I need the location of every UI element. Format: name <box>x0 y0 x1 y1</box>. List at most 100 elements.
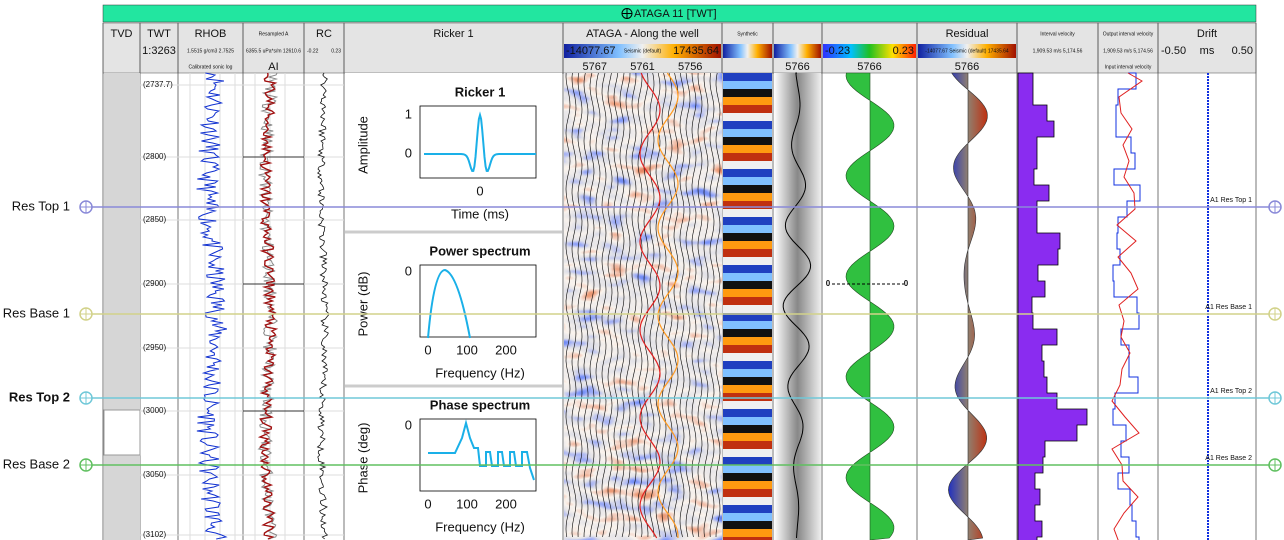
depth-label: (3102) <box>143 530 166 539</box>
plot-frame <box>419 105 537 179</box>
y-tick-label: 0 <box>405 145 412 160</box>
plot-frame <box>419 264 537 338</box>
scale-label: ms <box>1200 45 1215 57</box>
synthetic-band <box>723 233 772 241</box>
sub-label: 5766 <box>955 61 979 73</box>
panel-xlabel: Frequency (Hz) <box>435 365 525 380</box>
seismic-trace <box>583 72 589 538</box>
depth-label: (2900) <box>143 279 166 288</box>
synthetic-band <box>723 537 772 540</box>
scale-label: 1,909.53 m/s 5,174.56 <box>1033 48 1083 54</box>
synthetic-band <box>723 185 772 193</box>
seismic-trace <box>613 72 619 538</box>
synthetic-band <box>723 345 772 353</box>
panel-xlabel: Time (ms) <box>451 206 509 221</box>
synthetic-band <box>723 361 772 369</box>
scale-label: -0.50 <box>1161 45 1186 57</box>
marker-handle <box>79 307 93 321</box>
annotation: 0 <box>826 279 831 288</box>
x-tick-label: 0 <box>476 183 483 198</box>
x-tick-label: 0 <box>424 496 431 511</box>
color-scale <box>823 44 916 58</box>
synthetic-band <box>723 177 772 185</box>
color-scale <box>774 44 821 58</box>
marker-label: Res Top 2 <box>9 389 70 404</box>
synthetic-band <box>723 201 772 209</box>
scale-label: 0.50 <box>1232 45 1253 57</box>
seismic-trace <box>703 72 709 538</box>
panel-ylabel: Phase (deg) <box>355 423 370 494</box>
panel-xlabel: Frequency (Hz) <box>435 519 525 534</box>
column-name: ATAGA - Along the well <box>586 28 699 40</box>
column-name: Resampled A <box>259 31 289 37</box>
depth-label: (2800) <box>143 152 166 161</box>
scale-label: Seismic (default) <box>624 48 662 54</box>
power-curve <box>427 268 471 339</box>
synthetic-band <box>723 113 772 121</box>
marker-label: Res Top 1 <box>12 198 70 213</box>
seismic-trace <box>709 72 715 538</box>
synthetic-band <box>723 89 772 97</box>
column-name: TVD <box>111 28 133 40</box>
synthetic-band <box>723 249 772 257</box>
synthetic-band <box>723 129 772 137</box>
marker-handle <box>79 200 93 214</box>
marker-handle <box>79 458 93 472</box>
column-name: Residual <box>946 28 989 40</box>
scale-label: 1.5515 g/cm3 2.7525 <box>187 48 234 54</box>
panel <box>345 232 562 384</box>
sub-label: Calibrated sonic log <box>189 64 233 70</box>
synthetic-band <box>723 449 772 457</box>
synthetic-band <box>723 121 772 129</box>
column-name: RC <box>316 28 332 40</box>
synthetic-band <box>723 369 772 377</box>
seismic-overlay <box>657 72 679 539</box>
seismic-trace <box>697 72 703 538</box>
marker-tag: A1 Res Base 1 <box>1205 304 1252 311</box>
synthetic-band <box>723 265 772 273</box>
synthetic-band <box>723 281 772 289</box>
synthetic-band <box>723 377 772 385</box>
tvd-gap <box>103 409 141 456</box>
depth-label: (3050) <box>143 470 166 479</box>
synthetic-band <box>723 505 772 513</box>
residual <box>948 72 988 540</box>
synthetic-band <box>723 441 772 449</box>
output-velocity-curve <box>1112 72 1141 540</box>
panel <box>345 73 562 225</box>
x-tick-label: 100 <box>456 496 478 511</box>
seismic-trace <box>715 72 721 538</box>
synthetic-band <box>723 465 772 473</box>
panel-title: Power spectrum <box>429 243 530 258</box>
seismic-trace <box>565 72 571 538</box>
synthetic-band <box>723 481 772 489</box>
scale-label: 6355.5 uPa*s/m 12610.6 <box>246 48 301 54</box>
scale-label: -0.23 <box>825 45 850 57</box>
synthetic-band <box>723 145 772 153</box>
marker-tag: A1 Res Base 2 <box>1205 455 1252 462</box>
marker-tag: A1 Res Top 2 <box>1210 388 1252 395</box>
scale-label: 0.23 <box>893 45 914 57</box>
marker-handle <box>79 391 93 405</box>
synthetic-band <box>723 337 772 345</box>
depth-label: (2950) <box>143 343 166 352</box>
synthetic-band <box>723 225 772 233</box>
column-name: Output interval velocity <box>1103 31 1154 37</box>
synthetic-band <box>723 105 772 113</box>
synthetic-band <box>723 321 772 329</box>
marker-label: Res Base 1 <box>3 305 70 320</box>
tracks: TVD TWT 1:3263 RHOB 1.5515 g/cm3 2.7525 Calib… <box>3 22 1282 540</box>
sub-label: 5761 <box>630 61 654 73</box>
color-scale <box>564 44 721 58</box>
synthetic-band <box>723 289 772 297</box>
column-name: Interval velocity <box>1040 31 1075 37</box>
synthetic-band <box>723 353 772 361</box>
column-name: Ricker 1 <box>433 28 473 40</box>
synthetic-band <box>723 297 772 305</box>
synthetic-band <box>723 137 772 145</box>
synthetic-band <box>723 153 772 161</box>
seismic-trace <box>655 72 661 538</box>
synthetic-band <box>723 73 772 81</box>
x-tick-label: 200 <box>495 342 517 357</box>
